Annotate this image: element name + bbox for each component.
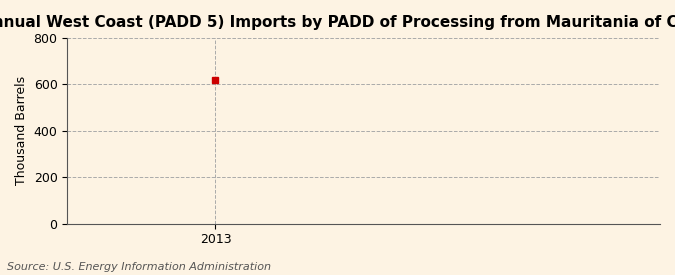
Text: Source: U.S. Energy Information Administration: Source: U.S. Energy Information Administ… — [7, 262, 271, 272]
Y-axis label: Thousand Barrels: Thousand Barrels — [15, 76, 28, 185]
Title: Annual West Coast (PADD 5) Imports by PADD of Processing from Mauritania of Crud: Annual West Coast (PADD 5) Imports by PA… — [0, 15, 675, 30]
